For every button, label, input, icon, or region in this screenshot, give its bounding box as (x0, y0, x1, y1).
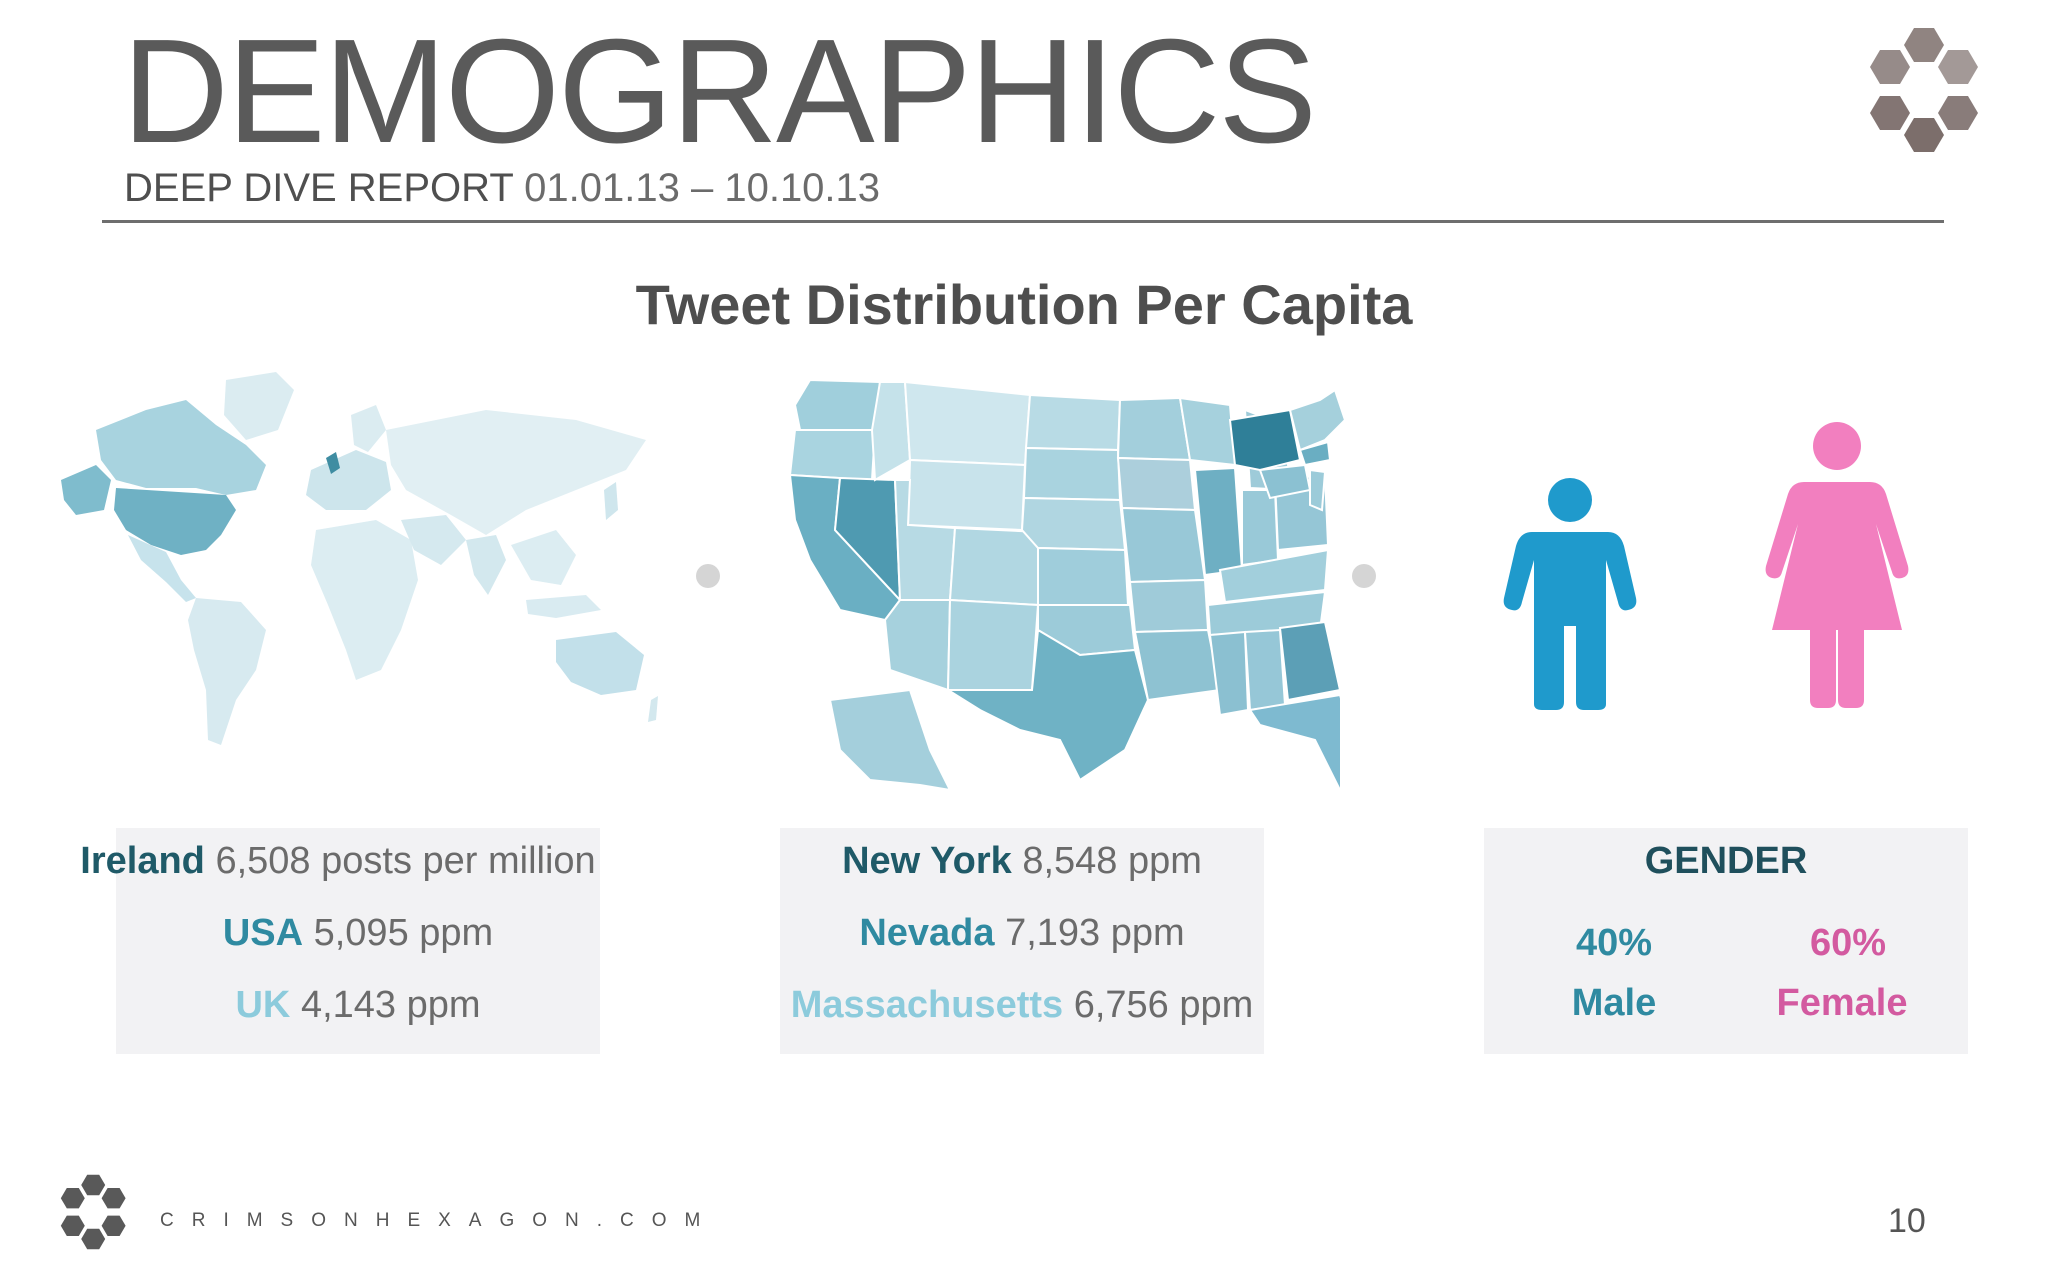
country-name: USA (222, 912, 304, 954)
country-value: 5,095 ppm (313, 912, 494, 954)
female-label: Female (1776, 982, 1908, 1024)
usa-map-icon (788, 378, 1340, 792)
country-value: 6,508 posts per million (215, 840, 596, 882)
stat-row: Ireland 6,508 posts per million (56, 840, 620, 883)
stat-row: Massachusetts 6,756 ppm (780, 984, 1264, 1027)
stat-row: USA 5,095 ppm (116, 912, 600, 955)
male-label: Male (1571, 982, 1657, 1024)
stat-row: Nevada 7,193 ppm (780, 912, 1264, 955)
gender-title: GENDER (1644, 840, 1808, 882)
state-name: Nevada (859, 912, 995, 954)
header-divider (102, 220, 1944, 223)
gender-stats-panel: GENDER 40% Male 60% Female (1484, 828, 1968, 1054)
stat-row: UK 4,143 ppm (116, 984, 600, 1027)
stat-row: New York 8,548 ppm (780, 840, 1264, 883)
world-map-icon (61, 372, 658, 745)
footer-website: CRIMSONHEXAGON.COM (160, 1210, 719, 1231)
slide-bullet-dot (696, 564, 720, 588)
state-stats-panel: New York 8,548 ppm Nevada 7,193 ppm Mass… (780, 828, 1264, 1054)
chart-title: Tweet Distribution Per Capita (635, 273, 1413, 336)
hexagon-logo-icon (1870, 28, 1978, 152)
male-percent: 40% (1575, 922, 1653, 964)
slide-bullet-dot (1352, 564, 1376, 588)
state-name: New York (842, 840, 1012, 882)
hexagon-logo-icon (60, 1174, 126, 1250)
female-percent: 60% (1809, 922, 1887, 964)
country-stats-panel: Ireland 6,508 posts per million USA 5,09… (80, 828, 600, 1054)
subtitle-date-range: 01.01.13 – 10.10.13 (524, 166, 881, 210)
subtitle-label: DEEP DIVE REPORT (124, 166, 514, 210)
northeast-states-icon (1228, 388, 1347, 512)
page-title: DEMOGRAPHICS (122, 9, 1317, 174)
state-value: 7,193 ppm (1005, 912, 1185, 954)
male-figure-icon (1503, 478, 1637, 710)
report-subtitle: DEEP DIVE REPORT 01.01.13 – 10.10.13 (124, 166, 880, 211)
country-name: UK (235, 984, 291, 1026)
state-value: 8,548 ppm (1022, 840, 1202, 882)
country-name: Ireland (80, 840, 205, 882)
page-number: 10 (1888, 1202, 1926, 1240)
country-value: 4,143 ppm (300, 984, 481, 1026)
state-value: 6,756 ppm (1073, 984, 1254, 1026)
female-figure-icon (1765, 422, 1909, 708)
state-name: Massachusetts (790, 984, 1064, 1026)
